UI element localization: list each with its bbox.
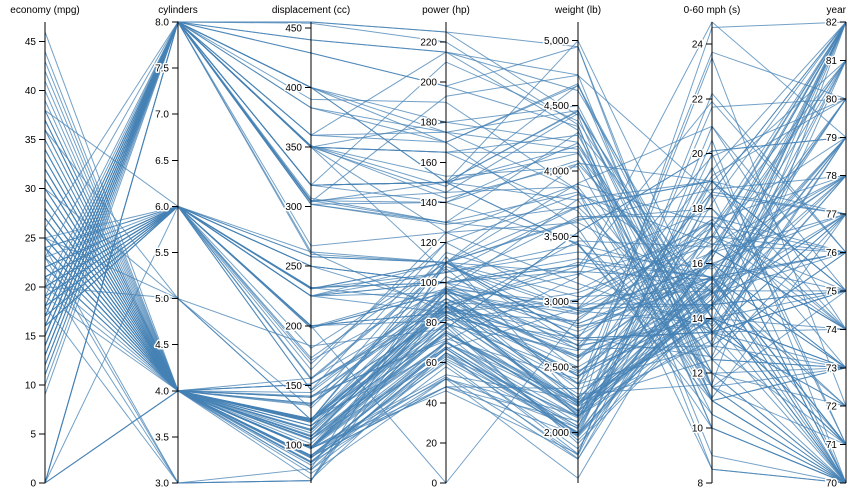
axis-economy[interactable]: 0 5 10 15 20 25 30 35 40 45 economy (mpg) <box>10 5 79 491</box>
tick-label: 5.5 <box>155 248 169 259</box>
tick-label: 74 <box>826 325 838 336</box>
tick-label: 4.5 <box>155 340 169 351</box>
tick-label: 100 <box>420 278 437 289</box>
tick-label: 140 <box>420 198 437 209</box>
tick-label: 20 <box>25 282 37 293</box>
tick-label: 82 <box>826 18 838 29</box>
tick-label: 450 <box>285 23 302 34</box>
tick-label: 4,000 <box>544 167 569 178</box>
axis-displacement[interactable]: 100 150 200 250 300 350 400 450 displacement (cc… <box>272 5 350 483</box>
tick-label: 20 <box>426 438 438 449</box>
axis-title-power: power (hp) <box>422 5 470 16</box>
tick-label: 5.0 <box>155 294 169 305</box>
tick-label: 0 <box>431 479 437 490</box>
tick-label: 200 <box>420 78 437 89</box>
tick-label: 72 <box>826 402 838 413</box>
tick-label: 3,500 <box>544 232 569 243</box>
tick-label: 15 <box>25 331 37 342</box>
tick-label: 10 <box>692 424 704 435</box>
tick-label: 71 <box>826 440 838 451</box>
tick-label: 35 <box>25 135 37 146</box>
axis-power[interactable]: 0 20 40 60 80 100 120 140 160 180 200 220 power (hp) <box>419 5 470 491</box>
tick-label: 75 <box>826 286 838 297</box>
tick-label: 8.0 <box>155 18 169 29</box>
tick-label: 77 <box>826 210 838 221</box>
tick-label: 79 <box>826 133 838 144</box>
tick-label: 22 <box>692 94 704 105</box>
tick-label: 120 <box>420 238 437 249</box>
tick-label: 78 <box>826 171 838 182</box>
tick-label: 18 <box>692 204 704 215</box>
axis-acceleration[interactable]: 8 10 12 14 16 18 20 22 24 0-60 mph (s) <box>684 5 741 491</box>
axis-title-economy: economy (mpg) <box>10 5 79 16</box>
tick-label: 45 <box>25 37 37 48</box>
tick-label: 3,000 <box>544 297 569 308</box>
axis-title-cylinders: cylinders <box>158 5 197 16</box>
tick-label: 16 <box>692 259 704 270</box>
tick-label: 80 <box>426 318 438 329</box>
tick-label: 12 <box>692 369 704 380</box>
tick-label: 76 <box>826 248 838 259</box>
tick-label: 250 <box>285 262 302 273</box>
tick-label: 5 <box>30 429 36 440</box>
axis-title-displacement: displacement (cc) <box>272 5 350 16</box>
tick-label: 73 <box>826 363 838 374</box>
tick-label: 40 <box>25 86 37 97</box>
tick-label: 20 <box>692 149 704 160</box>
tick-label: 2,500 <box>544 363 569 374</box>
tick-label: 30 <box>25 184 37 195</box>
tick-label: 40 <box>426 398 438 409</box>
tick-label: 4,500 <box>544 101 569 112</box>
tick-label: 70 <box>826 479 838 490</box>
tick-label: 8 <box>697 479 703 490</box>
tick-label: 6.5 <box>155 156 169 167</box>
axis-cylinders[interactable]: 3.0 3.5 4.0 4.5 5.0 5.5 6.0 6.5 7.0 7.5 8.0 cylinde… <box>154 5 198 491</box>
tick-label: 180 <box>420 118 437 129</box>
tick-label: 150 <box>285 381 302 392</box>
tick-label: 60 <box>426 358 438 369</box>
axis-title-acceleration: 0-60 mph (s) <box>684 5 741 16</box>
tick-label: 0 <box>30 479 36 490</box>
tick-label: 6.0 <box>155 202 169 213</box>
tick-label: 100 <box>285 440 302 451</box>
tick-label: 80 <box>826 94 838 105</box>
tick-label: 81 <box>826 56 838 67</box>
tick-label: 220 <box>420 38 437 49</box>
axis-title-year: year <box>827 5 847 16</box>
tick-label: 3.0 <box>155 479 169 490</box>
axis-title-weight: weight (lb) <box>554 5 601 16</box>
tick-label: 10 <box>25 380 37 391</box>
tick-label: 24 <box>692 39 704 50</box>
tick-label: 300 <box>285 202 302 213</box>
axes: 0 5 10 15 20 25 30 35 40 45 economy (mpg) 3.0 3.5 4.0… <box>10 5 847 491</box>
tick-label: 350 <box>285 143 302 154</box>
tick-label: 160 <box>420 158 437 169</box>
tick-label: 3.5 <box>155 432 169 443</box>
tick-label: 25 <box>25 233 37 244</box>
axis-year[interactable]: 70 71 72 73 74 75 76 77 78 79 80 81 82 year <box>824 5 847 491</box>
tick-label: 2,000 <box>544 428 569 439</box>
tick-label: 200 <box>285 321 302 332</box>
tick-label: 5,000 <box>544 36 569 47</box>
tick-label: 7.5 <box>155 64 169 75</box>
tick-label: 14 <box>692 314 704 325</box>
axis-weight[interactable]: 2,000 2,500 3,000 3,500 4,000 4,500 5,000 weigh… <box>542 5 601 483</box>
tick-label: 4.0 <box>155 386 169 397</box>
tick-label: 400 <box>285 83 302 94</box>
tick-label: 7.0 <box>155 110 169 121</box>
